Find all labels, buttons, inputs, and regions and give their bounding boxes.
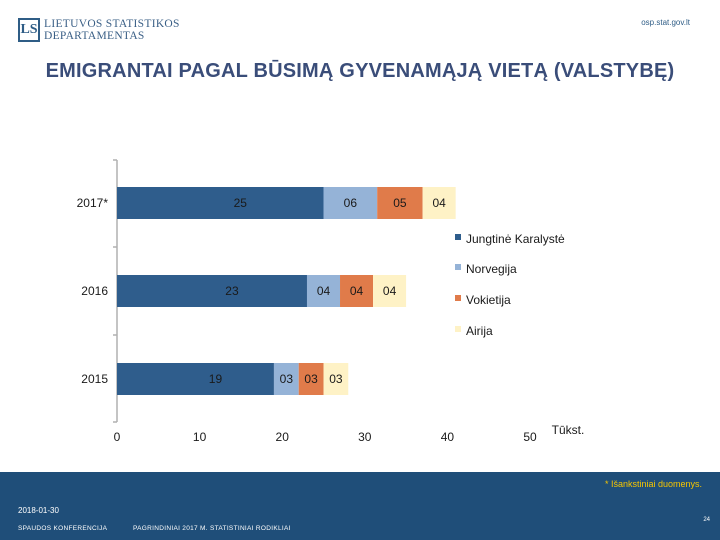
data-label-0-0: 25 bbox=[234, 196, 248, 210]
logo: LS LIETUVOS STATISTIKOS DEPARTAMENTAS bbox=[18, 18, 180, 42]
legend-swatch-3 bbox=[455, 326, 461, 332]
logo-text: LIETUVOS STATISTIKOS DEPARTAMENTAS bbox=[44, 18, 180, 42]
data-label-1-1: 04 bbox=[317, 284, 331, 298]
footer-presentation-title: PAGRINDINIAI 2017 M. STATISTINIAI RODIKL… bbox=[133, 525, 291, 532]
footer-strip bbox=[0, 512, 720, 540]
footer-bar bbox=[0, 472, 720, 512]
legend-swatch-2 bbox=[455, 295, 461, 301]
bar-2-3 bbox=[323, 363, 349, 395]
data-label-2-0: 19 bbox=[209, 372, 223, 386]
bar-0-1 bbox=[323, 187, 378, 219]
category-label-1: 2016 bbox=[81, 284, 108, 298]
bar-2-2 bbox=[298, 363, 324, 395]
logo-line-2: DEPARTAMENTAS bbox=[44, 30, 145, 42]
bar-2-1 bbox=[273, 363, 299, 395]
data-label-0-2: 05 bbox=[393, 196, 407, 210]
legend-label-2: Vokietija bbox=[466, 293, 511, 307]
data-label-0-3: 04 bbox=[432, 196, 446, 210]
bar-0-2 bbox=[377, 187, 423, 219]
x-tick-label-50: 50 bbox=[523, 430, 537, 444]
legend-label-3: Airija bbox=[466, 324, 493, 338]
legend-swatch-1 bbox=[455, 264, 461, 270]
legend-label-1: Norvegija bbox=[466, 262, 517, 276]
legend-swatch-0 bbox=[455, 234, 461, 240]
data-label-2-2: 03 bbox=[304, 372, 318, 386]
bar-0-0 bbox=[117, 187, 324, 219]
unit-label: Tūkst. bbox=[552, 423, 585, 437]
stacked-bar-chart: 0 10 20 30 40 50 Tūkst. 2017* 25 06 05 04 2016 23 04 04… bbox=[77, 159, 585, 444]
site-url[interactable]: osp.stat.gov.lt bbox=[641, 18, 690, 27]
category-label-0: 2017* bbox=[77, 196, 109, 210]
data-label-0-1: 06 bbox=[344, 196, 358, 210]
page-title: EMIGRANTAI PAGAL BŪSIMĄ GYVENAMĄJĄ VIETĄ… bbox=[45, 60, 675, 82]
data-label-1-0: 23 bbox=[225, 284, 239, 298]
bar-1-0 bbox=[117, 275, 307, 307]
data-label-1-3: 04 bbox=[383, 284, 397, 298]
data-label-2-3: 03 bbox=[329, 372, 343, 386]
footer-conference-label: SPAUDOS KONFERENCIJA bbox=[18, 525, 108, 532]
data-label-2-1: 03 bbox=[280, 372, 294, 386]
footnote: * Išankstiniai duomenys. bbox=[604, 479, 702, 489]
logo-mark: LS bbox=[18, 18, 40, 42]
x-tick-label-0: 0 bbox=[114, 430, 121, 444]
legend-label-0: Jungtinė Karalystė bbox=[466, 232, 565, 246]
page-number: 24 bbox=[703, 517, 710, 523]
data-label-1-2: 04 bbox=[350, 284, 364, 298]
x-tick-label-40: 40 bbox=[441, 430, 455, 444]
bar-1-3 bbox=[373, 275, 407, 307]
bar-0-3 bbox=[422, 187, 456, 219]
x-tick-label-30: 30 bbox=[358, 430, 372, 444]
bar-1-1 bbox=[306, 275, 341, 307]
bar-2-0 bbox=[117, 363, 274, 395]
x-tick-label-20: 20 bbox=[276, 430, 290, 444]
footer-date: 2018-01-30 bbox=[18, 506, 59, 515]
bar-1-2 bbox=[340, 275, 374, 307]
logo-line-1: LIETUVOS STATISTIKOS bbox=[44, 18, 180, 30]
x-tick-label-10: 10 bbox=[193, 430, 207, 444]
category-label-2: 2015 bbox=[81, 372, 108, 386]
